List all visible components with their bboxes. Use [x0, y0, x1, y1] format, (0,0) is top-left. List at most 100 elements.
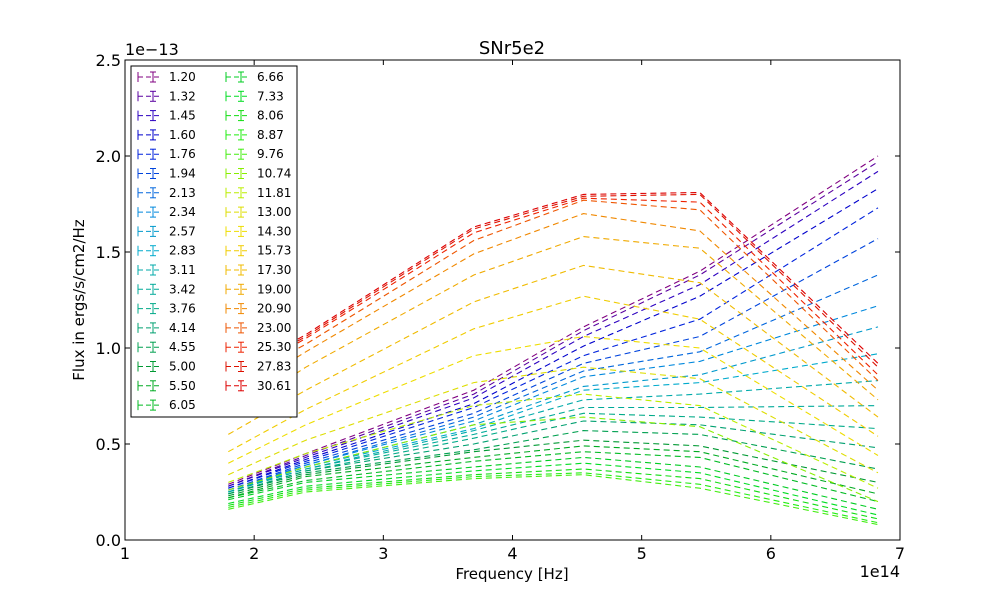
series-line-8	[228, 326, 879, 493]
series-line-18	[228, 456, 879, 510]
legend-label-27: 15.73	[257, 244, 291, 258]
legend-entry-14: 4.55	[137, 340, 196, 354]
legend-entry-8: 2.57	[137, 224, 196, 238]
legend-label-11: 3.42	[169, 282, 196, 296]
legend-entry-30: 20.90	[225, 302, 291, 316]
y-tick-label-3: 1.5	[96, 243, 121, 262]
legend-label-28: 17.30	[257, 263, 291, 277]
legend-entry-17: 6.05	[137, 398, 196, 412]
legend-entry-31: 23.00	[225, 321, 291, 335]
legend-label-24: 11.81	[257, 186, 291, 200]
x-axis-label: Frequency [Hz]	[455, 565, 568, 583]
series-line-29	[228, 236, 879, 418]
legend-entry-33: 27.83	[225, 360, 291, 374]
legend-entry-34: 30.61	[225, 379, 291, 393]
legend-entry-21: 8.87	[225, 128, 284, 142]
legend-label-10: 3.11	[169, 263, 196, 277]
legend-entry-28: 17.30	[225, 263, 291, 277]
legend-label-14: 4.55	[169, 340, 196, 354]
y-tick-label-5: 2.5	[96, 51, 121, 70]
y-multiplier-label: 1e−13	[125, 40, 179, 59]
legend-label-8: 2.57	[169, 224, 196, 238]
legend-entry-4: 1.76	[137, 147, 196, 161]
x-tick-label-1: 2	[249, 544, 259, 563]
series-line-1	[228, 161, 879, 487]
legend-entry-25: 13.00	[225, 205, 291, 219]
x-tick-label-3: 4	[507, 544, 517, 563]
legend-label-18: 6.66	[257, 70, 284, 84]
x-tick-label-6: 7	[895, 544, 905, 563]
series-line-11	[228, 405, 879, 493]
legend-entry-6: 2.13	[137, 186, 196, 200]
y-tick-label-4: 2.0	[96, 147, 121, 166]
legend-entry-27: 15.73	[225, 244, 291, 258]
legend-label-33: 27.83	[257, 360, 291, 374]
legend-label-22: 9.76	[257, 147, 284, 161]
series-line-9	[228, 353, 879, 493]
series-line-19	[228, 462, 879, 516]
legend-entry-19: 7.33	[225, 89, 284, 103]
legend-box	[130, 65, 298, 418]
x-tick-label-2: 3	[378, 544, 388, 563]
legend: 1.20 1.32 1.45 1.60 1.76 1.94 2.13 2.34 2.57 2.83…	[130, 65, 298, 418]
series-line-20	[228, 468, 879, 520]
legend-label-16: 5.50	[169, 379, 196, 393]
x-tick-label-4: 5	[637, 544, 647, 563]
legend-entry-0: 1.20	[137, 70, 196, 84]
y-tick-label-2: 1.0	[96, 339, 121, 358]
legend-label-21: 8.87	[257, 128, 284, 142]
legend-entry-22: 9.76	[225, 147, 284, 161]
legend-label-30: 20.90	[257, 302, 291, 316]
legend-label-13: 4.14	[169, 321, 196, 335]
legend-label-29: 19.00	[257, 282, 291, 296]
legend-label-3: 1.60	[169, 128, 196, 142]
legend-label-23: 10.74	[257, 167, 291, 181]
series-line-21	[228, 472, 879, 524]
y-tick-label-1: 0.5	[96, 435, 121, 454]
series-line-17	[228, 451, 879, 503]
legend-entry-29: 19.00	[225, 282, 291, 296]
legend-label-2: 1.45	[169, 109, 196, 123]
legend-label-0: 1.20	[169, 70, 196, 84]
legend-entry-5: 1.94	[137, 167, 196, 181]
series-line-24	[228, 393, 879, 489]
x-tick-label-5: 6	[766, 544, 776, 563]
x-tick-label-0: 1	[120, 544, 130, 563]
legend-entry-26: 14.30	[225, 224, 291, 238]
legend-label-31: 23.00	[257, 321, 291, 335]
legend-entry-11: 3.42	[137, 282, 196, 296]
legend-label-1: 1.32	[169, 89, 196, 103]
legend-label-6: 2.13	[169, 186, 196, 200]
legend-entry-12: 3.76	[137, 302, 196, 316]
series-line-16	[228, 445, 879, 499]
legend-label-25: 13.00	[257, 205, 291, 219]
legend-label-7: 2.34	[169, 205, 196, 219]
legend-label-19: 7.33	[257, 89, 284, 103]
legend-entry-23: 10.74	[225, 167, 291, 181]
axis-layer: 1 2 3 4 5 6 7 0.0 0.5 1.0 1.5 2.0 2.5	[96, 51, 906, 563]
y-axis-label: Flux in ergs/s/cm2/Hz	[70, 219, 88, 381]
legend-entry-7: 2.34	[137, 205, 196, 219]
legend-entry-20: 8.06	[225, 109, 284, 123]
legend-label-26: 14.30	[257, 224, 291, 238]
legend-label-12: 3.76	[169, 302, 196, 316]
series-line-2	[228, 170, 879, 487]
series-line-5	[228, 238, 879, 491]
y-tick-label-0: 0.0	[96, 531, 121, 550]
series-line-14	[228, 430, 879, 495]
legend-label-32: 25.30	[257, 340, 291, 354]
legend-entry-2: 1.45	[137, 109, 196, 123]
legend-entry-18: 6.66	[225, 70, 284, 84]
legend-entry-24: 11.81	[225, 186, 291, 200]
legend-entry-16: 5.50	[137, 379, 196, 393]
series-line-23	[228, 416, 879, 503]
legend-entry-15: 5.00	[137, 360, 196, 374]
legend-label-17: 6.05	[169, 398, 196, 412]
series-line-12	[228, 412, 879, 495]
series-line-10	[228, 380, 879, 493]
legend-entry-13: 4.14	[137, 321, 196, 335]
legend-label-34: 30.61	[257, 379, 291, 393]
legend-label-15: 5.00	[169, 360, 196, 374]
series-line-3	[228, 188, 879, 489]
